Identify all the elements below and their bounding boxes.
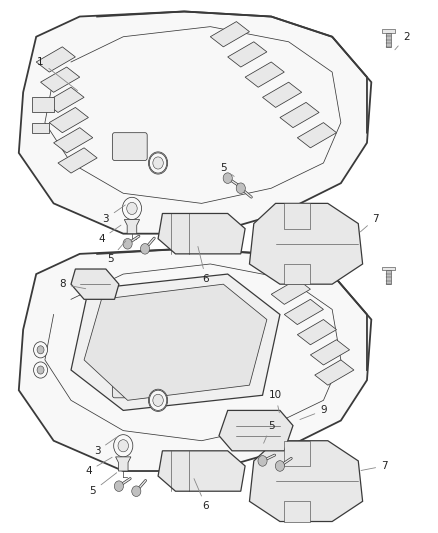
- Text: 5: 5: [220, 163, 234, 176]
- Bar: [386, 270, 391, 284]
- Text: 1: 1: [37, 57, 78, 91]
- Bar: [32, 123, 49, 133]
- Circle shape: [37, 366, 44, 374]
- Circle shape: [122, 197, 141, 220]
- Circle shape: [34, 342, 47, 358]
- Circle shape: [114, 481, 124, 491]
- Bar: [284, 441, 311, 466]
- Polygon shape: [49, 108, 88, 133]
- Bar: [32, 98, 53, 112]
- Circle shape: [123, 238, 132, 249]
- Polygon shape: [158, 451, 245, 491]
- Polygon shape: [250, 441, 363, 521]
- Circle shape: [236, 183, 245, 193]
- Circle shape: [114, 434, 133, 457]
- Text: 9: 9: [300, 406, 327, 419]
- Polygon shape: [245, 62, 284, 87]
- Circle shape: [153, 394, 163, 406]
- Text: 8: 8: [59, 279, 86, 289]
- FancyBboxPatch shape: [113, 370, 147, 398]
- Circle shape: [141, 244, 150, 254]
- Polygon shape: [84, 284, 267, 400]
- Polygon shape: [158, 214, 245, 254]
- Bar: [284, 264, 311, 284]
- Text: 5: 5: [264, 421, 275, 443]
- Polygon shape: [219, 410, 293, 451]
- Text: 4: 4: [98, 225, 121, 244]
- Polygon shape: [284, 300, 323, 325]
- Circle shape: [148, 389, 168, 411]
- Polygon shape: [58, 148, 97, 173]
- Text: 5: 5: [107, 241, 126, 264]
- Bar: [386, 33, 391, 47]
- Text: 10: 10: [269, 390, 282, 413]
- Circle shape: [127, 203, 137, 214]
- Polygon shape: [315, 360, 354, 385]
- Bar: [284, 502, 311, 521]
- Polygon shape: [36, 47, 75, 72]
- Polygon shape: [71, 269, 119, 300]
- Polygon shape: [71, 274, 280, 410]
- Polygon shape: [297, 123, 336, 148]
- Circle shape: [132, 486, 141, 497]
- Text: 4: 4: [85, 457, 112, 476]
- Bar: [382, 266, 395, 270]
- Text: 2: 2: [395, 32, 410, 50]
- Circle shape: [223, 173, 232, 183]
- Polygon shape: [311, 340, 350, 365]
- Polygon shape: [53, 127, 93, 153]
- Polygon shape: [210, 22, 250, 47]
- Text: 7: 7: [360, 214, 379, 232]
- Bar: [382, 29, 395, 33]
- Circle shape: [276, 461, 285, 471]
- Polygon shape: [19, 249, 371, 471]
- Text: 5: 5: [89, 473, 117, 496]
- Text: 3: 3: [94, 437, 117, 456]
- Bar: [284, 204, 311, 229]
- Polygon shape: [271, 279, 311, 304]
- Polygon shape: [297, 319, 336, 345]
- Text: 6: 6: [194, 479, 209, 511]
- Polygon shape: [116, 457, 131, 471]
- Polygon shape: [41, 67, 80, 92]
- Circle shape: [258, 456, 267, 466]
- Circle shape: [148, 152, 168, 174]
- Polygon shape: [45, 87, 84, 112]
- Polygon shape: [280, 102, 319, 127]
- Polygon shape: [228, 42, 267, 67]
- FancyBboxPatch shape: [113, 133, 147, 160]
- Polygon shape: [19, 12, 371, 233]
- Circle shape: [37, 346, 44, 354]
- Circle shape: [34, 362, 47, 378]
- Text: 7: 7: [361, 461, 388, 471]
- Polygon shape: [250, 204, 363, 284]
- Polygon shape: [124, 220, 140, 233]
- Circle shape: [153, 157, 163, 169]
- Circle shape: [118, 440, 128, 452]
- Text: 3: 3: [102, 205, 125, 223]
- Polygon shape: [262, 82, 302, 108]
- Text: 6: 6: [198, 246, 209, 284]
